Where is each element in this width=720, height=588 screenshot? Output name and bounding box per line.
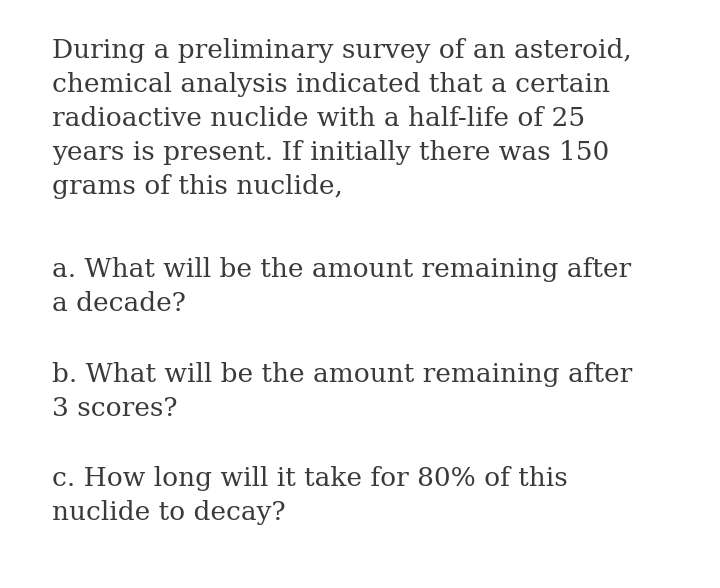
Text: c. How long will it take for 80% of this
nuclide to decay?: c. How long will it take for 80% of this… [52, 466, 568, 525]
Text: b. What will be the amount remaining after
3 scores?: b. What will be the amount remaining aft… [52, 362, 632, 421]
Text: During a preliminary survey of an asteroid,
chemical analysis indicated that a c: During a preliminary survey of an astero… [52, 38, 631, 199]
Text: a. What will be the amount remaining after
a decade?: a. What will be the amount remaining aft… [52, 258, 631, 316]
